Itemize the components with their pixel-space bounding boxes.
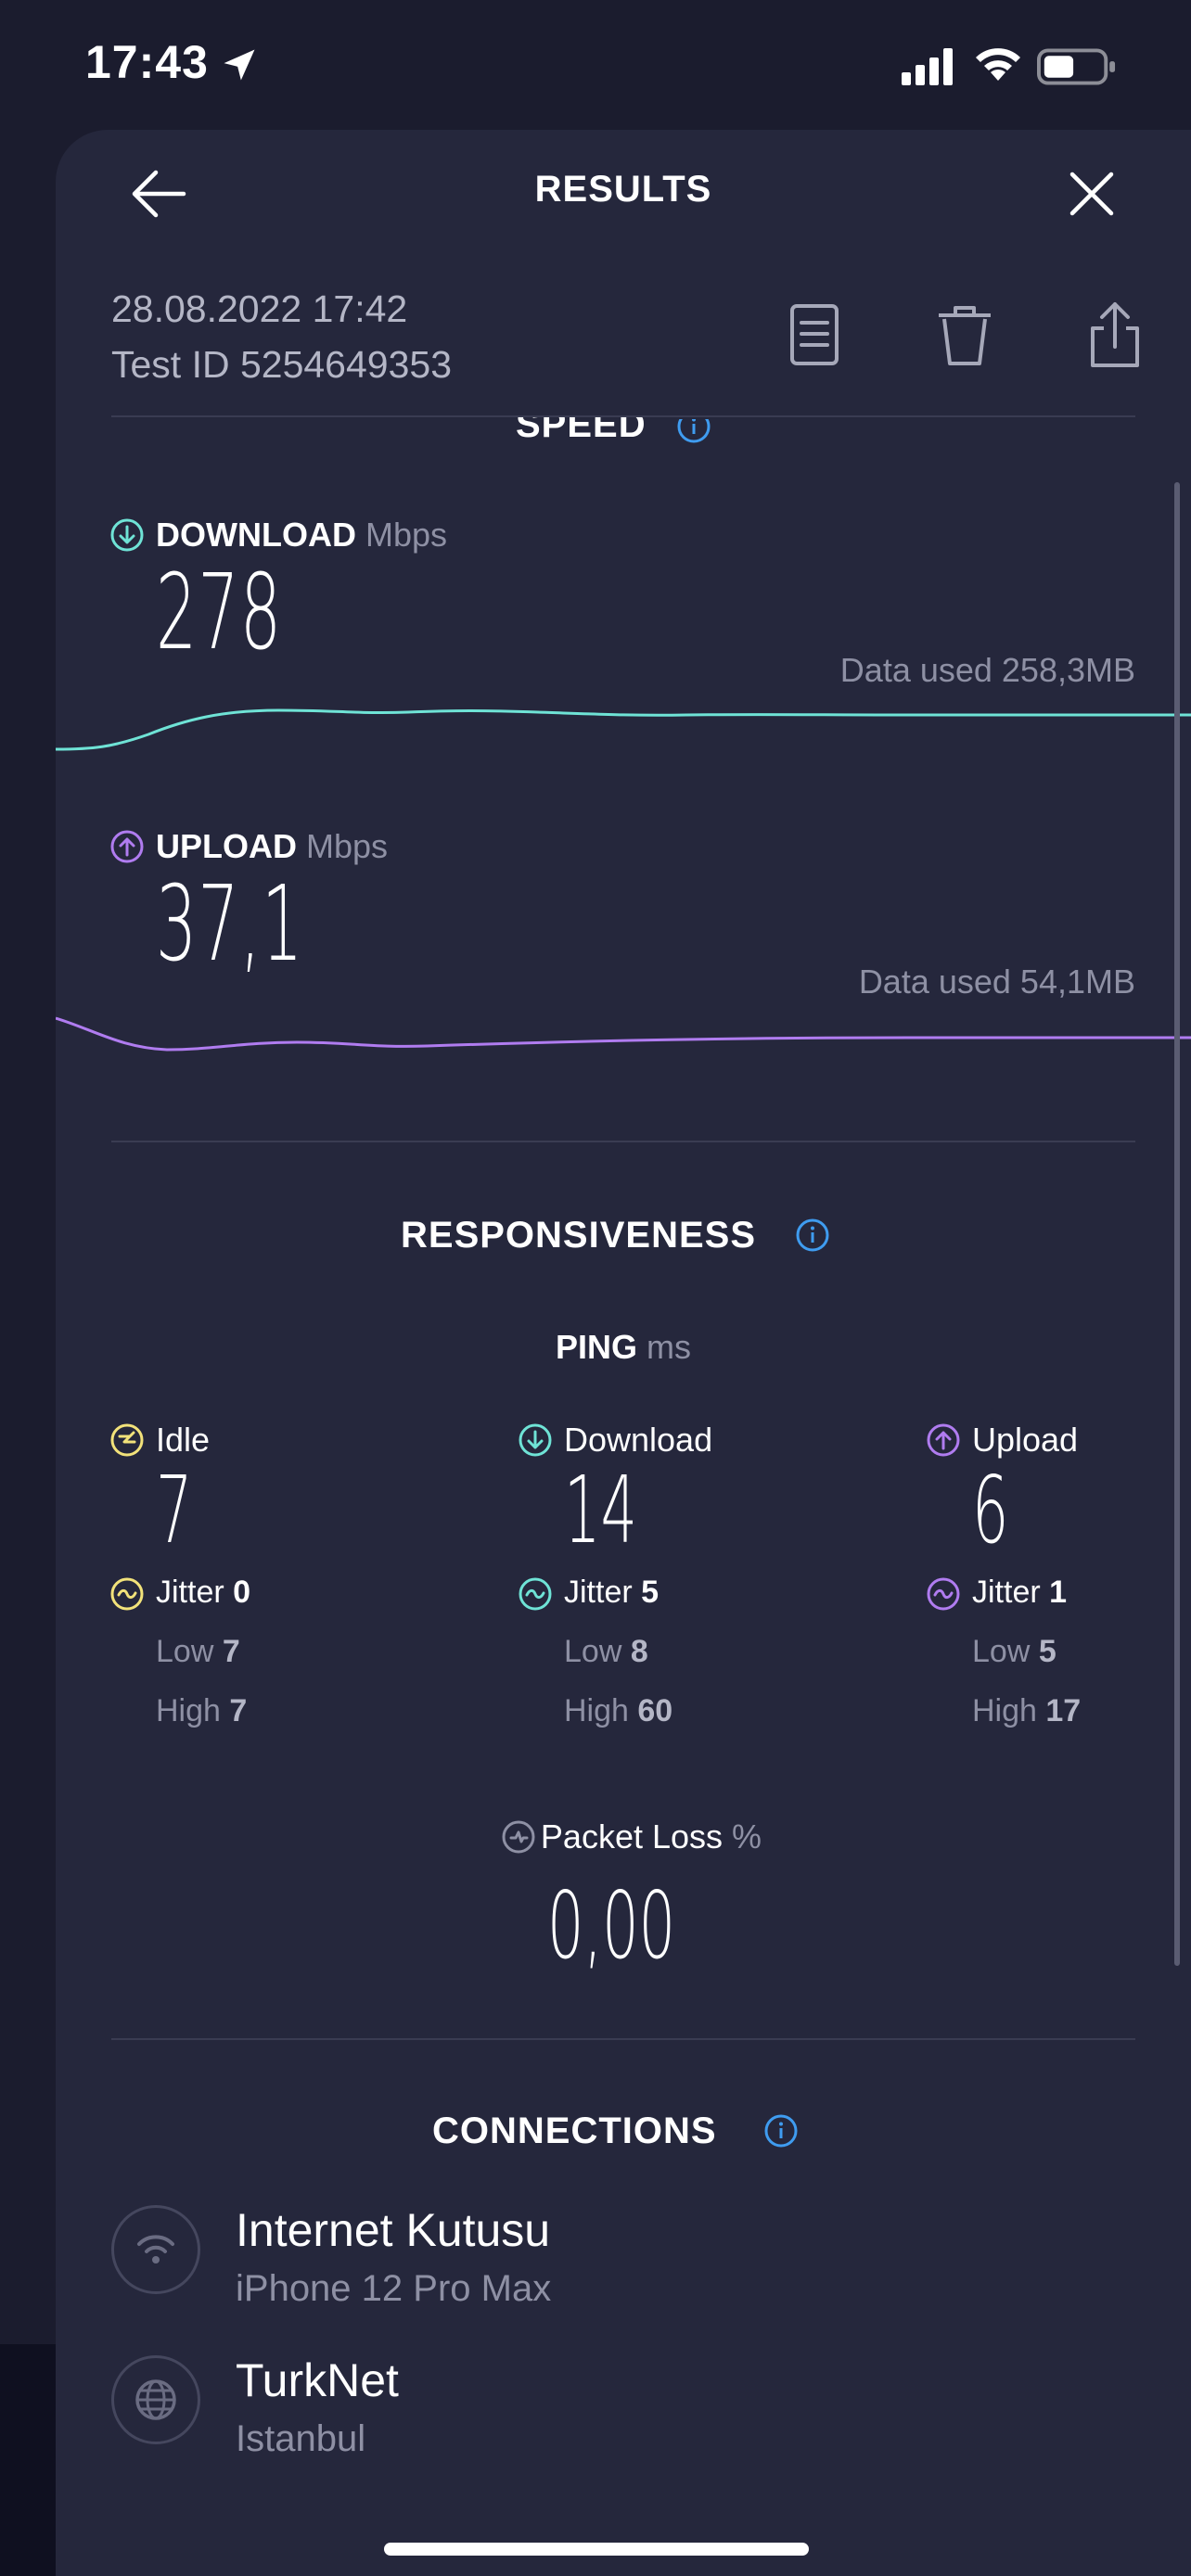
- high-idle-value: 7: [229, 1693, 248, 1728]
- status-time: 17:43: [85, 36, 209, 88]
- download-data-used: Data used 258,3MB: [839, 651, 1135, 689]
- ping-idle-value: 7: [156, 1456, 193, 1564]
- connection-device-name: iPhone 12 Pro Max: [236, 2268, 552, 2309]
- download-arrow-icon: [110, 518, 144, 552]
- test-date: 28.08.2022 17:42: [111, 287, 408, 330]
- cellular-signal-icon: [902, 48, 953, 85]
- results-sheet: RESULTS 28.08.2022 17:42 Test ID 5254649…: [56, 130, 1191, 2576]
- responsiveness-divider: [111, 2038, 1135, 2040]
- document-icon[interactable]: [775, 297, 853, 375]
- jitter-upload-value: 1: [1049, 1575, 1068, 1610]
- connection-globe-badge: [111, 2355, 200, 2444]
- upload-value: 37,1: [156, 864, 304, 985]
- connection-wifi-badge: [111, 2205, 200, 2294]
- packet-loss-value: 0,00: [547, 1871, 676, 1980]
- ping-idle-label: Idle: [156, 1421, 211, 1459]
- jitter-download: Jitter 5: [564, 1575, 659, 1611]
- download-unit: Mbps: [365, 516, 448, 554]
- high-idle: High 7: [156, 1693, 247, 1729]
- jitter-idle-label: Jitter: [156, 1575, 224, 1610]
- jitter-upload-label: Jitter: [972, 1575, 1041, 1610]
- ping-upload-label: Upload: [972, 1421, 1079, 1459]
- background-strip: [0, 2344, 65, 2576]
- ping-upload-icon: [927, 1423, 960, 1457]
- high-download-value: 60: [637, 1693, 673, 1728]
- ping-download-value: 14: [564, 1456, 637, 1564]
- speed-info-icon[interactable]: [675, 408, 712, 445]
- jitter-upload: Jitter 1: [972, 1575, 1067, 1611]
- low-download-value: 8: [630, 1634, 648, 1669]
- upload-speed-graph: [56, 1016, 1191, 1052]
- low-idle-label: Low: [156, 1634, 214, 1669]
- low-idle: Low 7: [156, 1634, 240, 1670]
- connection-provider-name: TurkNet: [236, 2354, 399, 2406]
- upload-data-used: Data used 54,1MB: [858, 963, 1135, 1001]
- share-icon[interactable]: [1076, 297, 1154, 375]
- ping-unit: ms: [647, 1328, 692, 1366]
- low-upload-label: Low: [972, 1634, 1031, 1669]
- speed-divider: [111, 1141, 1135, 1142]
- battery-icon: [1037, 48, 1116, 85]
- test-id: Test ID 5254649353: [111, 343, 452, 386]
- low-upload: Low 5: [972, 1634, 1057, 1670]
- upload-arrow-icon: [110, 830, 144, 863]
- back-arrow-icon[interactable]: [126, 161, 191, 226]
- packet-loss-unit: %: [732, 1817, 762, 1855]
- ping-download-label: Download: [564, 1421, 713, 1459]
- ping-upload-value: 6: [972, 1456, 1009, 1564]
- jitter-idle: Jitter 0: [156, 1575, 250, 1611]
- jitter-idle-icon: [110, 1577, 144, 1611]
- globe-icon: [135, 2379, 176, 2420]
- connection-network-name: Internet Kutusu: [236, 2204, 551, 2256]
- connections-section-title: CONNECTIONS: [432, 2111, 717, 2151]
- jitter-download-icon: [519, 1577, 552, 1611]
- idle-icon: [110, 1423, 144, 1457]
- packet-loss-label-text: Packet Loss: [540, 1817, 724, 1855]
- connections-info-icon[interactable]: [762, 2112, 800, 2149]
- high-idle-label: High: [156, 1693, 221, 1728]
- responsiveness-section-title: RESPONSIVENESS: [401, 1215, 757, 1256]
- jitter-upload-icon: [927, 1577, 960, 1611]
- wifi-status-icon: [976, 48, 1020, 81]
- low-upload-value: 5: [1038, 1634, 1057, 1669]
- upload-label-text: UPLOAD: [156, 827, 297, 865]
- high-download: High 60: [564, 1693, 672, 1729]
- header-divider: [111, 415, 1135, 417]
- jitter-idle-value: 0: [233, 1575, 251, 1610]
- download-speed-graph: [56, 708, 1191, 751]
- page-title: RESULTS: [534, 169, 712, 210]
- download-label: DOWNLOAD Mbps: [156, 516, 447, 555]
- jitter-download-value: 5: [641, 1575, 660, 1610]
- packet-loss-icon: [502, 1820, 535, 1854]
- high-upload: High 17: [972, 1693, 1081, 1729]
- close-icon[interactable]: [1059, 161, 1124, 226]
- status-bar: 17:43: [0, 0, 1191, 130]
- home-indicator[interactable]: [384, 2543, 809, 2556]
- ping-label-text: PING: [555, 1328, 637, 1366]
- high-upload-value: 17: [1045, 1693, 1082, 1728]
- connection-provider-location: Istanbul: [236, 2418, 366, 2459]
- low-download-label: Low: [564, 1634, 622, 1669]
- scrollbar[interactable]: [1174, 482, 1180, 1966]
- high-upload-label: High: [972, 1693, 1037, 1728]
- location-arrow-icon: [224, 49, 255, 81]
- upload-label: UPLOAD Mbps: [156, 827, 388, 866]
- high-download-label: High: [564, 1693, 629, 1728]
- packet-loss-label: Packet Loss %: [56, 1817, 1191, 1856]
- download-label-text: DOWNLOAD: [156, 516, 356, 554]
- low-idle-value: 7: [222, 1634, 240, 1669]
- responsiveness-info-icon[interactable]: [794, 1217, 831, 1254]
- low-download: Low 8: [564, 1634, 648, 1670]
- trash-icon[interactable]: [926, 297, 1004, 375]
- ping-label: PING ms: [56, 1328, 1191, 1367]
- speed-section-title: SPEED: [516, 404, 647, 445]
- download-value: 278: [156, 553, 283, 673]
- wifi-icon: [137, 2235, 174, 2264]
- jitter-download-label: Jitter: [564, 1575, 633, 1610]
- ping-download-icon: [519, 1423, 552, 1457]
- upload-unit: Mbps: [306, 827, 389, 865]
